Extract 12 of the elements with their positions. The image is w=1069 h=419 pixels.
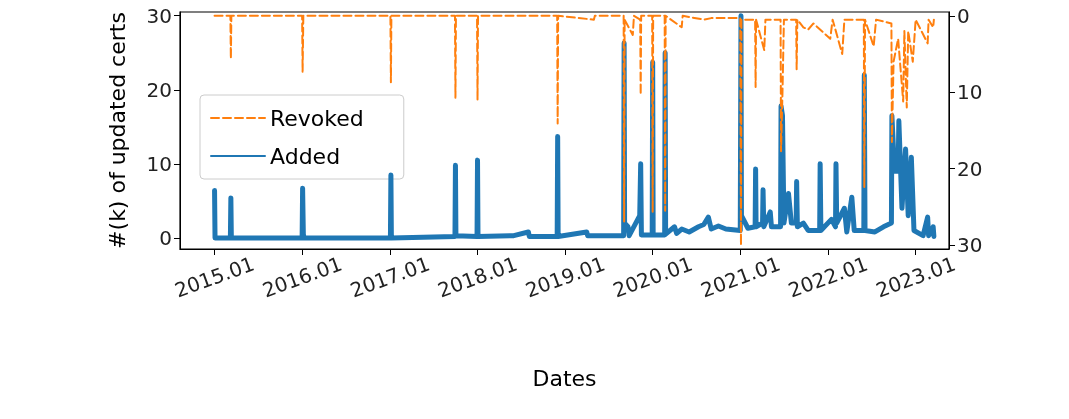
y-tick-label: 0 bbox=[159, 225, 172, 250]
y-tick-label: 30 bbox=[146, 3, 172, 28]
y2-tick-label: 10 bbox=[957, 80, 983, 105]
y2-tick-label: 0 bbox=[957, 3, 970, 28]
y-axis-title: #(k) of updated certs bbox=[104, 12, 130, 249]
y-tick-label: 10 bbox=[146, 151, 172, 176]
y2-tick-label: 20 bbox=[957, 156, 983, 181]
legend-label: Revoked bbox=[270, 105, 364, 131]
legend-label: Added bbox=[270, 143, 341, 169]
x-axis-title: Dates bbox=[532, 365, 597, 391]
y-tick-label: 20 bbox=[146, 77, 172, 102]
y2-tick-label: 30 bbox=[957, 233, 983, 258]
